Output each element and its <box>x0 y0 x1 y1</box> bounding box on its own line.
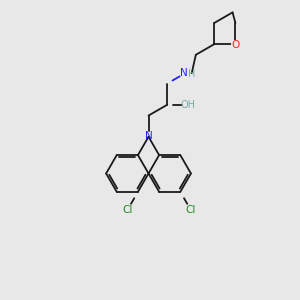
Text: Cl: Cl <box>186 205 196 215</box>
Text: Cl: Cl <box>122 205 133 215</box>
Text: O: O <box>232 40 240 50</box>
Text: OH: OH <box>181 100 196 110</box>
Text: N: N <box>180 68 188 78</box>
Text: N: N <box>145 131 152 141</box>
Text: H: H <box>188 69 195 79</box>
